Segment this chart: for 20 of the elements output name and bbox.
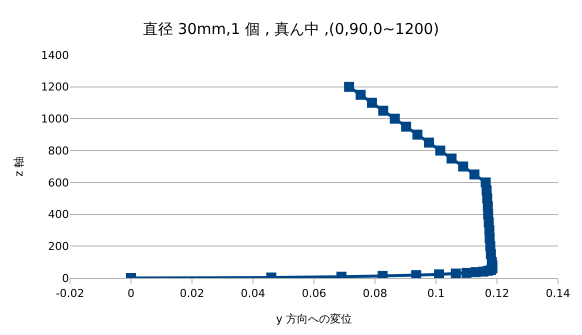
y-tick-label: 1200 (41, 80, 69, 94)
x-axis-title: y 方向への変位 (276, 312, 352, 326)
y-axis-title: z 軸 (12, 156, 26, 177)
y-tick-label: 1400 (41, 48, 69, 62)
x-tick-label: 0.14 (546, 287, 570, 300)
y-tick-label: 400 (48, 208, 69, 222)
x-tick-label: 0.06 (302, 287, 326, 300)
x-tick-label: 0.1 (427, 287, 445, 300)
x-tick-label: 0.08 (362, 287, 388, 300)
y-tick-label: 0 (62, 272, 69, 285)
y-tick-label: 1000 (41, 112, 69, 126)
x-tick-label: 0.04 (240, 287, 266, 300)
x-tick-label: 0 (128, 287, 134, 300)
x-tick-label: 0.02 (180, 287, 204, 300)
y-tick-label: 800 (48, 144, 69, 158)
chart-title: 直径 30mm,1 個 , 真ん中 ,(0,90,0~1200) (142, 20, 440, 38)
x-tick-label: -0.02 (56, 287, 84, 300)
y-tick-label: 600 (48, 176, 69, 190)
x-tick-label: 0.12 (484, 287, 510, 300)
y-tick-label: 200 (48, 240, 69, 253)
